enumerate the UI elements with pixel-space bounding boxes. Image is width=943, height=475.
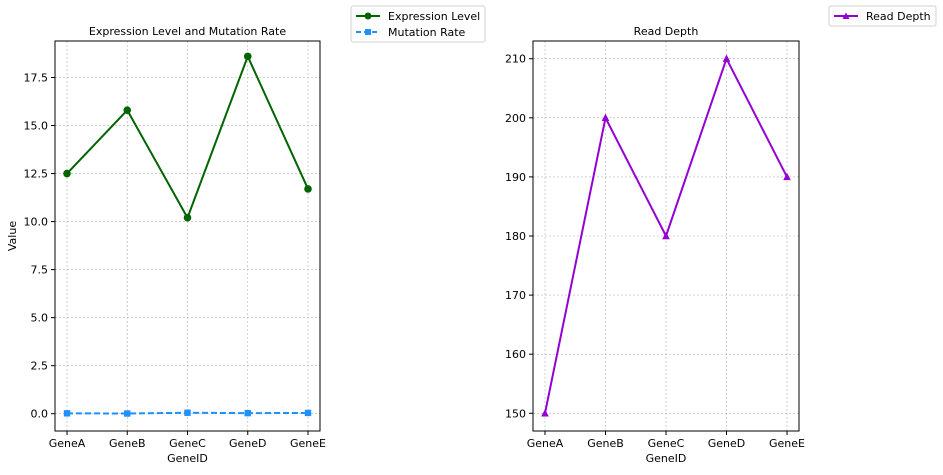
legend-entry-mutation-rate: Mutation Rate: [356, 26, 466, 39]
legend: Expression Level Mutation Rate: [350, 5, 486, 43]
chart-title: Read Depth: [634, 25, 699, 38]
y-tick-label: 10.0: [24, 216, 49, 229]
legend-marker: [364, 12, 372, 20]
y-tick-label: 200: [505, 112, 526, 125]
y-tick-label: 210: [505, 53, 526, 66]
legend-marker: [365, 29, 371, 35]
x-axis-ticks: GeneA GeneB GeneC GeneD GeneE: [527, 431, 805, 450]
legend-label: Expression Level: [388, 10, 480, 23]
x-tick-label-genee: GeneE: [769, 437, 805, 450]
x-axis-ticks: GeneA GeneB GeneC GeneD GeneE: [49, 431, 326, 450]
y-axis-label: Value: [6, 221, 19, 251]
plot-frame: [54, 40, 321, 432]
data-point-mutation-rate-genea: [63, 410, 71, 417]
legend-label: Read Depth: [866, 10, 931, 23]
legend: Read Depth: [828, 5, 937, 27]
y-tick-label: 180: [505, 230, 526, 243]
y-axis-ticks: 150 160 170 180 190 200 210: [505, 53, 533, 420]
data-point-read-depth-genec: [662, 231, 670, 240]
y-tick-label: 12.5: [24, 168, 49, 181]
y-tick-label: 2.5: [31, 360, 49, 373]
x-axis-label: GeneID: [167, 452, 208, 465]
y-tick-label: 7.5: [31, 264, 49, 277]
legend-box: [350, 5, 486, 43]
x-tick-label-gened: GeneD: [229, 437, 267, 450]
y-tick-label: 0.0: [31, 408, 49, 421]
y-tick-label: 150: [505, 407, 526, 420]
y-tick-label: 160: [505, 348, 526, 361]
legend-marker: [842, 12, 850, 19]
y-tick-label: 15.0: [24, 120, 49, 133]
data-point-expression-level-genea: [63, 169, 71, 178]
legend-entry-expression-level: Expression Level: [356, 10, 480, 23]
chart-title: Expression Level and Mutation Rate: [89, 25, 286, 38]
legend-entry-read-depth: Read Depth: [834, 10, 931, 23]
y-axis-ticks: 0.0 2.5 5.0 7.5 10.0 12.5 15.0 17.5: [24, 72, 55, 421]
data-point-read-depth-genee: [783, 172, 791, 181]
x-tick-label-geneb: GeneB: [587, 437, 624, 450]
grid: [533, 41, 799, 431]
x-tick-label-genea: GeneA: [527, 437, 564, 450]
x-tick-label-genee: GeneE: [290, 437, 326, 450]
data-point-read-depth-gened: [722, 54, 731, 62]
data-point-expression-level-genee: [304, 185, 312, 193]
x-tick-label-gened: GeneD: [708, 437, 746, 450]
data-point-expression-level-genec: [183, 213, 192, 222]
data-point-mutation-rate-genec: [184, 409, 191, 416]
y-tick-label: 17.5: [24, 72, 49, 85]
y-tick-label: 5.0: [31, 312, 49, 325]
data-point-read-depth-genea: [541, 409, 549, 417]
x-tick-label-genec: GeneC: [169, 437, 206, 450]
x-axis-label: GeneID: [646, 452, 687, 465]
data-point-expression-level-geneb: [123, 106, 132, 114]
data-point-mutation-rate-gened: [244, 409, 251, 417]
expression-mutation-chart: Expression Level and Mutation Rate 0.0 2.…: [6, 25, 326, 465]
data-point-mutation-rate-geneb: [124, 410, 131, 417]
x-tick-label-geneb: GeneB: [109, 437, 146, 450]
x-tick-label-genec: GeneC: [648, 437, 685, 450]
plot-frame: [532, 40, 800, 432]
data-point-expression-level-gened: [243, 52, 252, 61]
grid: [55, 41, 320, 431]
y-tick-label: 170: [505, 289, 526, 302]
data-point-read-depth-geneb: [601, 113, 610, 122]
legend-label: Mutation Rate: [388, 26, 466, 39]
y-tick-label: 190: [505, 171, 526, 184]
data-point-mutation-rate-genee: [304, 409, 312, 417]
x-tick-label-genea: GeneA: [49, 437, 86, 450]
series-markers: [541, 54, 791, 417]
legend-box: [828, 5, 937, 27]
series-markers: [63, 52, 312, 417]
